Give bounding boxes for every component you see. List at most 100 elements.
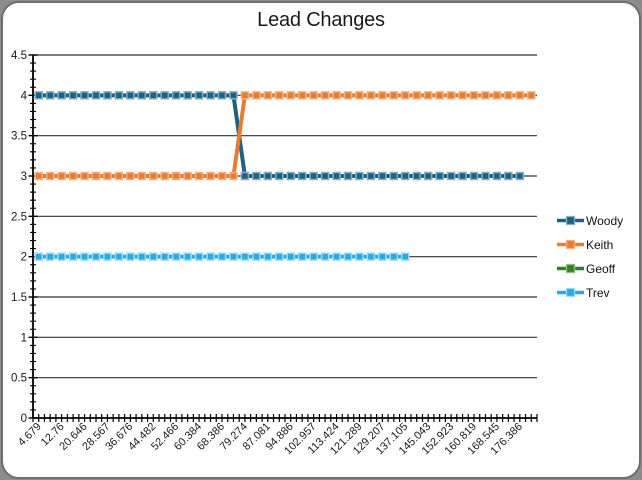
data-point-marker: [149, 171, 158, 181]
legend-label: Geoff: [586, 261, 616, 276]
legend-label: Keith: [586, 237, 614, 252]
series-group: [34, 91, 536, 261]
data-point-marker: [114, 91, 124, 100]
data-point-marker: [240, 91, 250, 100]
y-tick-label: 1.5: [11, 292, 27, 304]
data-point-marker: [34, 91, 43, 100]
data-point-marker: [137, 171, 147, 181]
series-markers-woody: [34, 91, 525, 181]
legend-marker-geoff: [557, 263, 584, 274]
data-point-marker: [114, 252, 124, 261]
data-point-marker: [492, 91, 502, 100]
legend-square: [565, 287, 576, 298]
data-point-marker: [80, 171, 89, 181]
data-point-marker: [309, 171, 318, 181]
data-point-marker: [57, 252, 66, 261]
data-point-marker: [217, 171, 227, 181]
data-point-marker: [68, 91, 78, 100]
y-tick-label: 0: [21, 413, 27, 425]
data-point-marker: [481, 91, 490, 100]
data-point-marker: [504, 91, 513, 100]
data-point-marker: [160, 252, 169, 261]
data-point-marker: [297, 91, 307, 100]
data-point-marker: [469, 171, 479, 181]
y-tick-label: 2: [21, 252, 27, 264]
data-point-marker: [45, 252, 55, 261]
data-point-marker: [412, 171, 421, 181]
y-tick-label: 3: [21, 171, 27, 183]
y-tick-label: 1: [21, 332, 27, 344]
data-point-marker: [378, 171, 387, 181]
data-point-marker: [126, 91, 135, 100]
data-point-marker: [103, 91, 112, 100]
data-point-marker: [126, 252, 135, 261]
y-axis-labels: 0 0.5 1 1.5 2 2.5 3 3.5 4 4.5: [11, 50, 28, 425]
data-point-marker: [423, 91, 433, 100]
chart-title: Lead Changes: [257, 9, 385, 31]
data-point-marker: [355, 252, 364, 261]
data-point-marker: [286, 252, 295, 261]
data-point-marker: [332, 91, 341, 100]
data-point-marker: [240, 252, 250, 261]
legend-item-geoff: Geoff: [557, 261, 623, 276]
series-markers-keith: [34, 91, 536, 181]
data-point-marker: [252, 91, 261, 100]
data-point-marker: [332, 171, 341, 181]
data-point-marker: [91, 252, 101, 261]
data-point-marker: [149, 91, 158, 100]
data-point-marker: [114, 171, 124, 181]
data-point-marker: [34, 171, 43, 181]
y-tick-label: 0.5: [11, 373, 27, 385]
data-point-marker: [91, 91, 101, 100]
data-point-marker: [423, 171, 433, 181]
data-point-marker: [458, 171, 467, 181]
data-point-marker: [515, 91, 525, 100]
data-point-marker: [137, 91, 147, 100]
data-point-marker: [229, 171, 238, 181]
data-point-marker: [527, 91, 536, 100]
data-point-marker: [263, 91, 273, 100]
data-point-marker: [194, 252, 204, 261]
data-point-marker: [57, 171, 66, 181]
data-point-marker: [183, 171, 192, 181]
data-point-marker: [320, 171, 330, 181]
data-point-marker: [378, 252, 387, 261]
legend-square: [565, 263, 576, 274]
data-point-marker: [149, 252, 158, 261]
data-point-marker: [366, 252, 376, 261]
legend-marker-woody: [557, 215, 584, 226]
data-point-marker: [320, 252, 330, 261]
series-markers-trev: [34, 252, 410, 261]
y-tick-label: 4: [21, 90, 28, 102]
legend-marker-trev: [557, 287, 584, 298]
gridlines: [33, 54, 537, 379]
data-point-marker: [366, 171, 376, 181]
data-point-marker: [137, 252, 147, 261]
data-point-marker: [492, 171, 502, 181]
data-point-marker: [217, 91, 227, 100]
data-point-marker: [263, 171, 273, 181]
data-point-marker: [389, 252, 399, 261]
data-point-marker: [389, 171, 399, 181]
data-point-marker: [45, 91, 55, 100]
data-point-marker: [435, 171, 444, 181]
data-point-marker: [343, 171, 353, 181]
data-point-marker: [126, 171, 135, 181]
data-point-marker: [412, 91, 421, 100]
data-point-marker: [183, 91, 192, 100]
legend-square: [565, 239, 576, 250]
data-point-marker: [366, 91, 376, 100]
data-point-marker: [240, 171, 250, 181]
data-point-marker: [45, 171, 55, 181]
data-point-marker: [103, 171, 112, 181]
data-point-marker: [297, 171, 307, 181]
data-point-marker: [286, 171, 295, 181]
data-point-marker: [515, 171, 525, 181]
data-point-marker: [171, 171, 181, 181]
data-point-marker: [68, 171, 78, 181]
data-point-marker: [309, 252, 318, 261]
data-point-marker: [194, 171, 204, 181]
